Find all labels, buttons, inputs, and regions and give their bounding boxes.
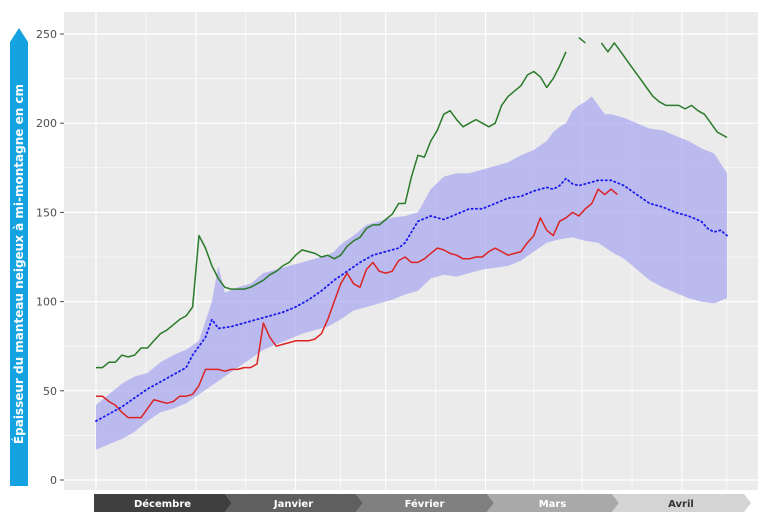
month-label: Mars xyxy=(539,499,567,510)
y-tick-label: 50 xyxy=(43,385,57,398)
y-axis-label-arrow-shape xyxy=(10,28,28,486)
month-bar: Décembre Janvier Février Mars Avril xyxy=(94,494,751,512)
series-layer xyxy=(95,37,728,422)
month-segment xyxy=(225,494,363,512)
month-segment xyxy=(94,494,232,512)
y-axis-label: Épaisseur du manteau neigeux à mi-montag… xyxy=(11,84,26,444)
series-high-line xyxy=(600,42,728,139)
series-low-line xyxy=(96,188,618,419)
month-label: Décembre xyxy=(134,498,191,510)
y-axis-label-arrow: Épaisseur du manteau neigeux à mi-montag… xyxy=(10,28,28,486)
y-tick-label: 0 xyxy=(50,474,57,487)
month-label: Avril xyxy=(668,499,694,510)
month-label: Février xyxy=(405,498,445,510)
y-tick-label: 150 xyxy=(36,206,57,219)
month-segment xyxy=(487,494,619,512)
y-tick-label: 250 xyxy=(36,28,57,41)
series-median-line xyxy=(95,177,728,422)
month-segment xyxy=(356,494,494,512)
range-band xyxy=(96,96,727,450)
series-high-line xyxy=(96,51,567,369)
month-label: Janvier xyxy=(273,499,313,510)
y-tick-label: 100 xyxy=(36,296,57,309)
series-high-line xyxy=(578,37,586,44)
y-ticks: 0 50 100 150 200 250 xyxy=(36,28,64,487)
month-segment xyxy=(612,494,751,512)
y-tick-label: 200 xyxy=(36,117,57,130)
